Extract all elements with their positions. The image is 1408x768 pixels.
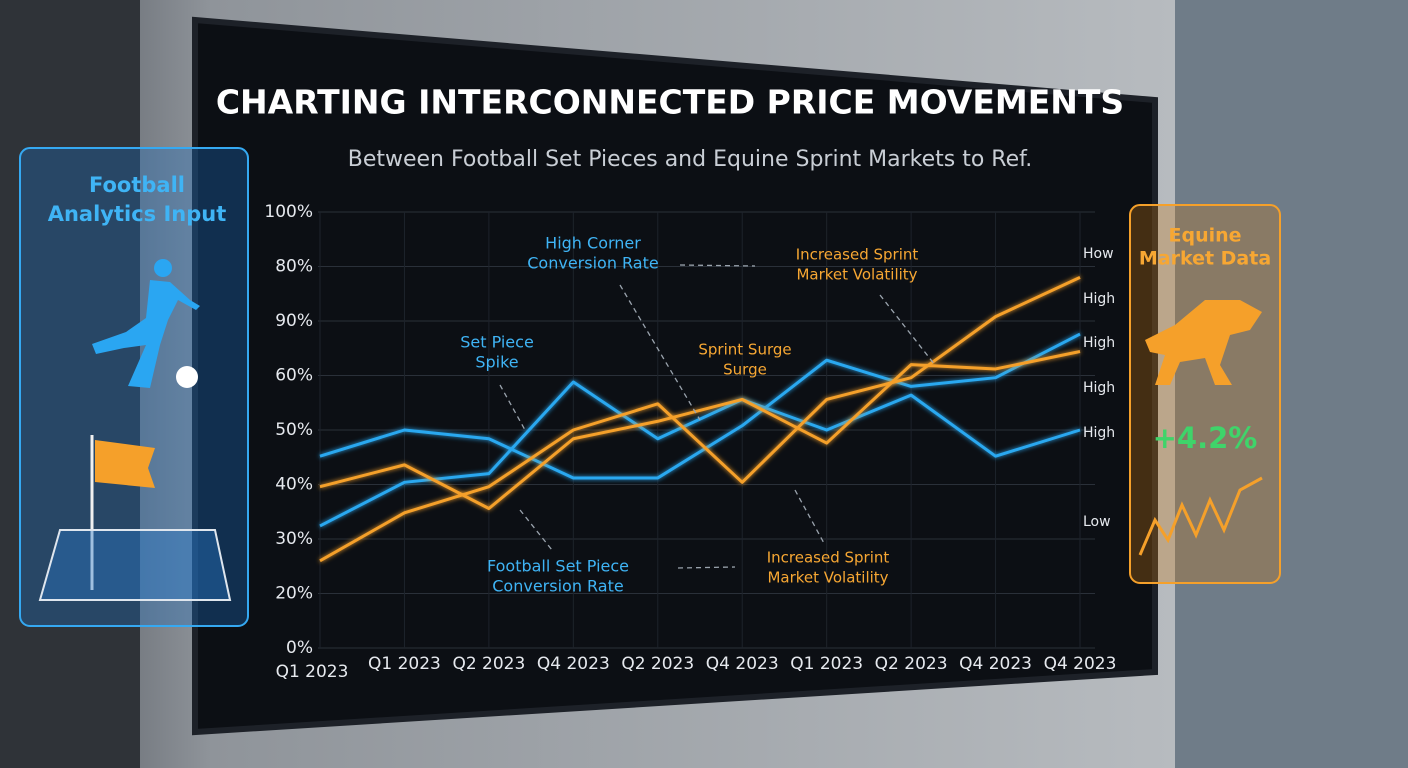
y-tick-label: 60%: [275, 366, 313, 386]
office-left: [0, 0, 140, 768]
y-tick-label: 20%: [275, 584, 313, 604]
annotation: Conversion Rate: [492, 577, 623, 596]
series-line: [319, 276, 1081, 563]
y-tick-label: 40%: [275, 475, 313, 495]
x-tick-label: Q4 2023: [706, 654, 779, 674]
annotation: Increased Sprint: [767, 549, 890, 567]
ball-icon: [176, 366, 198, 388]
y-tick-label: 30%: [275, 529, 313, 549]
annotation: Spike: [475, 353, 518, 372]
panel-title: Football: [89, 173, 185, 197]
series-line: [319, 350, 1081, 510]
y-tick-label: 90%: [275, 311, 313, 331]
y-tick-label: 0%: [286, 638, 313, 658]
y-tick-label: 80%: [275, 257, 313, 277]
panel-title: Analytics Input: [48, 202, 227, 226]
x-tick-label: Q4 2023: [959, 654, 1032, 674]
panel-title: Equine: [1168, 225, 1241, 247]
x-tick-label: Q4 2023: [1044, 654, 1117, 674]
annotation: Sprint Surge: [698, 341, 791, 359]
mini-sparkline: [1138, 476, 1263, 556]
annotation: Market Volatility: [796, 266, 917, 284]
market-change: +4.2%: [1153, 421, 1258, 455]
annotation: Surge: [723, 361, 767, 379]
x-tick-label: Q2 2023: [621, 654, 694, 674]
x-tick-label: Q4 2023: [537, 654, 610, 674]
annotation: Market Volatility: [767, 569, 888, 587]
player-icon: [92, 259, 200, 388]
pitch-icon: [38, 529, 232, 601]
annotation: High Corner: [545, 234, 641, 253]
right-label: High: [1083, 380, 1115, 396]
x-tick-label: Q1 2023: [368, 654, 441, 674]
x-tick-label: Q2 2023: [875, 654, 948, 674]
y-tick-label: 100%: [264, 202, 313, 222]
horse-icon: [1145, 300, 1262, 385]
plot: 100% 80% 90% 60% 50% 40% 30% 20% 0% Q1 2023 Q1 202…: [264, 202, 1116, 682]
x-tick-label: Q2 2023: [452, 654, 525, 674]
annotation: Football Set Piece: [487, 557, 629, 576]
x-tick-label: Q1 2023: [790, 654, 863, 674]
annotation-arrow: [677, 566, 736, 569]
annotation-arrow: [679, 264, 756, 267]
office-window: [1175, 0, 1408, 768]
panel-title: Market Data: [1139, 248, 1271, 270]
series-line: [319, 332, 1081, 480]
annotation: Set Piece: [460, 333, 534, 352]
x-tick-label: Q1 2023: [276, 662, 349, 682]
right-label: How: [1083, 246, 1114, 262]
right-label: High: [1083, 425, 1115, 441]
annotation: Increased Sprint: [796, 246, 919, 264]
annotation-arrow: [794, 489, 826, 546]
right-label: High: [1083, 291, 1115, 307]
annotation-arrow: [879, 294, 936, 366]
corner-flag: [95, 440, 155, 488]
left-panel: [19, 147, 249, 627]
chart-subtitle: Between Football Set Pieces and Equine S…: [348, 147, 1033, 172]
annotation: Conversion Rate: [527, 254, 658, 273]
chart-title: CHARTING INTERCONNECTED PRICE MOVEMENTS: [216, 83, 1124, 122]
right-label: High: [1083, 335, 1115, 351]
annotation-arrow: [619, 284, 701, 421]
right-label: Low: [1083, 514, 1111, 530]
y-tick-label: 50%: [275, 420, 313, 440]
